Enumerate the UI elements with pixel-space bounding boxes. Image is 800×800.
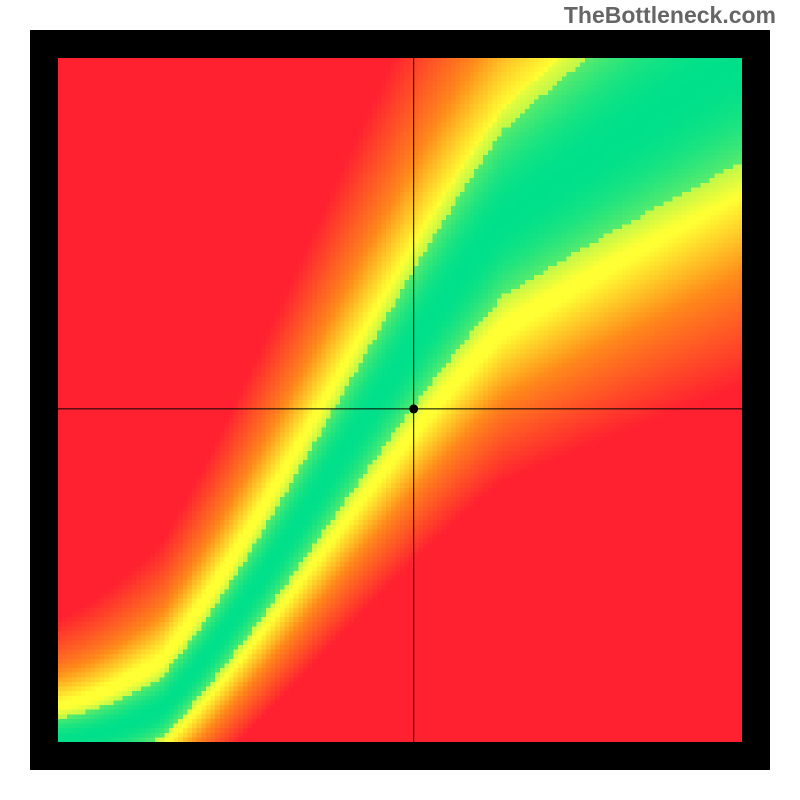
marker-dot [409, 404, 418, 413]
watermark-text: TheBottleneck.com [564, 2, 776, 29]
heatmap-image [58, 58, 742, 742]
bottleneck-heatmap [0, 0, 800, 800]
